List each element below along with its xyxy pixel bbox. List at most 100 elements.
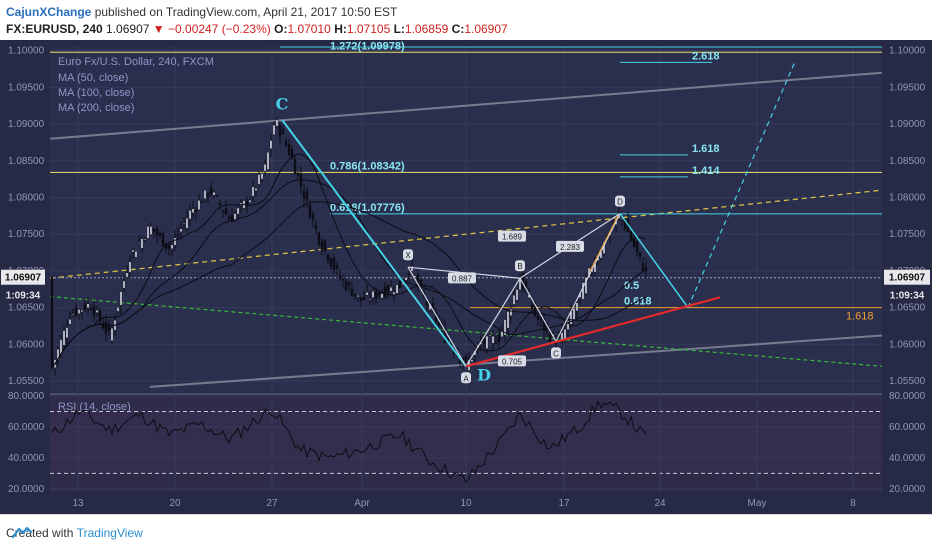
author-link[interactable]: CajunXChange [6,5,92,19]
ma-50-line [51,153,647,369]
candle-body [281,129,285,135]
y-tick-label-right: 1.06000 [889,339,926,350]
candle-body [365,292,369,296]
pattern-leg [555,213,621,342]
ratio-marker [498,355,526,367]
candle-body [236,207,240,215]
y-tick-label-right: 1.07500 [889,229,926,240]
candle-body [65,327,69,339]
candle-body [200,201,204,204]
candle-body [290,149,294,159]
x-tick-label: 17 [558,498,570,509]
y-tick-label-right: 1.05500 [889,376,926,387]
candle-body [389,287,393,292]
rsi-tick-label-right: 40.0000 [889,453,926,464]
candle-body [362,297,366,300]
candle-body [140,238,144,249]
candle-body [488,334,492,337]
pattern-point-marker [461,372,471,384]
candle-body [275,119,279,127]
candle-body [500,331,504,338]
candle-body [71,314,75,316]
candle-body [188,210,192,220]
rsi-tick-label-left: 80.0000 [8,391,45,402]
candle-body [152,228,156,232]
candle-body [332,257,336,270]
price-chart[interactable]: 1.10000 1.10000 1.09500 1.09500 1.09000 1.090… [0,40,932,514]
candle-body [566,320,570,330]
published-text: published on TradingView.com, April 21, … [94,5,398,19]
candle-body [377,292,381,296]
candle-body [425,300,429,306]
candle-body [518,279,522,290]
candle-body [512,295,516,305]
pattern-point-label: B [517,262,522,271]
candle-body [56,348,60,361]
candle-body [635,241,639,252]
candle-body [197,200,201,210]
rsi-tick-label-left: 20.0000 [8,484,45,495]
down-arrow-icon: ▼ [152,22,165,36]
candle-body [101,323,105,329]
candle-body [329,258,333,267]
footer: Created with TradingView [0,514,932,551]
pattern-point-label: C [276,95,289,114]
candle-body [410,266,414,272]
y-tick-label-right: 1.09500 [889,82,926,93]
rsi-tick-label-right: 20.0000 [889,484,926,495]
candle-body [173,237,177,246]
chart-area[interactable]: 1.10000 1.10000 1.09500 1.09500 1.09000 1.090… [0,40,932,514]
rsi-line [51,400,647,484]
ratio-label: 2.283 [560,243,581,252]
candle-body [224,208,228,215]
candle-body [209,187,213,195]
candle-body [509,308,513,316]
publish-line: CajunXChange published on TradingView.co… [6,5,397,19]
candle-body [104,322,108,334]
candle-body [308,205,312,219]
yellow-trend-line [49,189,883,279]
candle-body [257,174,261,185]
tradingview-brand[interactable]: TradingView [76,526,143,540]
y-tick-label-left: 1.05500 [8,376,45,387]
candle-body [284,141,288,146]
point-d-label: D [477,365,491,384]
candle-body [506,311,510,329]
orange-level-label: 1.618 [846,311,874,323]
candle-body [464,356,468,363]
candle-body [98,311,102,322]
candle-body [323,239,327,251]
y-tick-label-right: 1.08500 [889,156,926,167]
candle-body [251,186,255,197]
candle-body [131,249,135,253]
rsi-tick-label-right: 60.0000 [889,422,926,433]
candle-body [563,329,567,341]
candle-body [254,188,258,191]
candle-body [503,319,507,336]
candle-body [644,266,648,272]
price-badge-left [1,269,45,285]
pattern-cd-leg [281,119,467,367]
candle-body [68,319,72,325]
high-label: H: [334,22,347,36]
candle-body [122,280,126,289]
candle-body [371,290,375,298]
candle-body [356,295,360,298]
candle-body [383,286,387,298]
pattern-leg [519,277,557,342]
y-tick-label-left: 1.08000 [8,192,45,203]
candle-body [515,289,519,301]
price-badge-right [884,269,930,285]
candle-body [260,173,264,180]
y-tick-label-left: 1.07500 [8,229,45,240]
candle-body [575,302,579,312]
candle-body [632,237,636,247]
legend-entry: MA (50, close) [58,72,128,84]
candle-body [530,304,534,309]
candle-body [218,203,222,206]
red-trend-line [465,296,721,368]
candle-body [470,359,474,362]
candle-body [272,124,276,135]
candle-body [305,191,309,200]
candle-body [296,172,300,176]
